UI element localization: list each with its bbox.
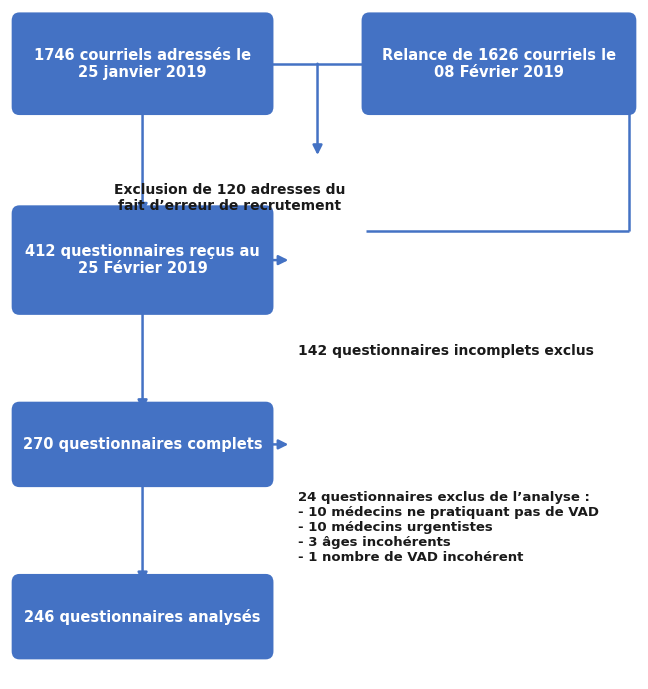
Text: 142 questionnaires incomplets exclus: 142 questionnaires incomplets exclus: [298, 344, 594, 358]
Text: Exclusion de 120 adresses du
fait d’erreur de recrutement: Exclusion de 120 adresses du fait d’erre…: [114, 183, 346, 213]
Text: 24 questionnaires exclus de l’analyse :
- 10 médecins ne pratiquant pas de VAD
-: 24 questionnaires exclus de l’analyse : …: [298, 491, 599, 564]
Text: Relance de 1626 courriels le
08 Février 2019: Relance de 1626 courriels le 08 Février …: [382, 48, 616, 80]
FancyBboxPatch shape: [12, 402, 273, 487]
Text: 1746 courriels adressés le
25 janvier 2019: 1746 courriels adressés le 25 janvier 20…: [34, 48, 251, 80]
FancyBboxPatch shape: [12, 12, 273, 115]
FancyBboxPatch shape: [12, 205, 273, 315]
Text: 246 questionnaires analysés: 246 questionnaires analysés: [25, 608, 260, 625]
Text: 412 questionnaires reçus au
25 Février 2019: 412 questionnaires reçus au 25 Février 2…: [25, 244, 260, 276]
Text: 270 questionnaires complets: 270 questionnaires complets: [23, 437, 262, 452]
FancyBboxPatch shape: [362, 12, 636, 115]
FancyBboxPatch shape: [12, 574, 273, 659]
